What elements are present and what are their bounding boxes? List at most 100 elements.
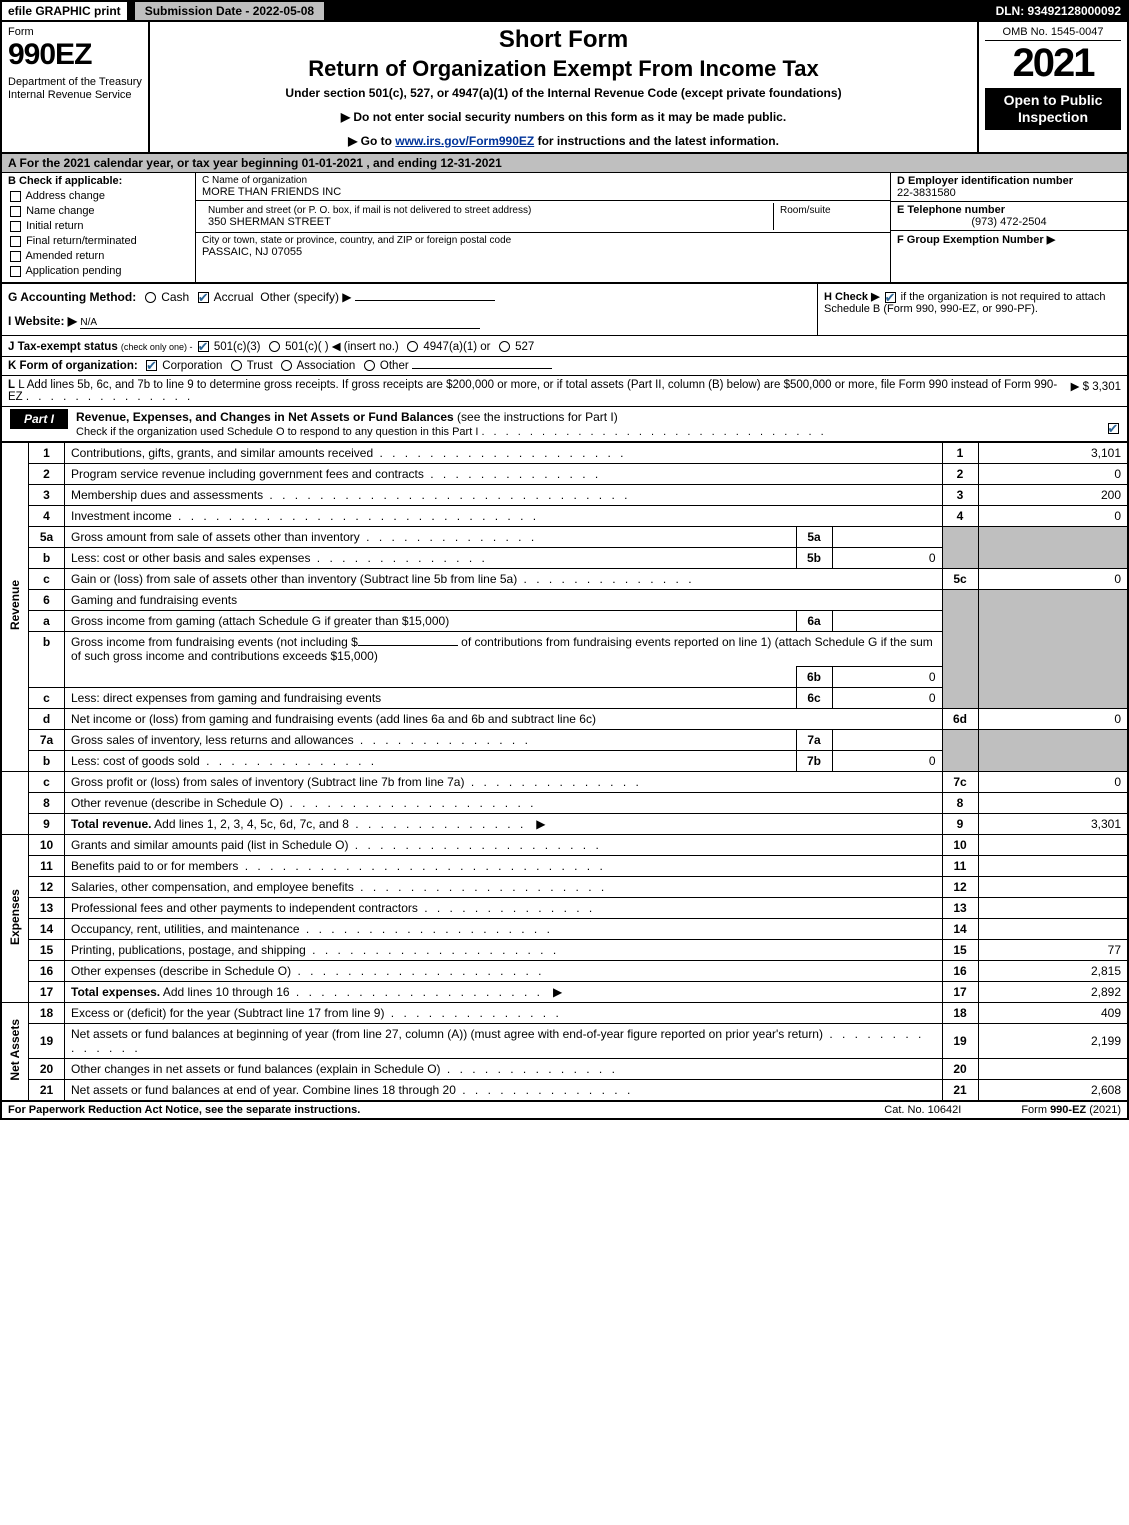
amt-5c: 0 <box>978 569 1128 590</box>
netassets-vtab: Net Assets <box>1 1003 29 1101</box>
tel-value: (973) 472-2504 <box>897 216 1121 228</box>
check-initial-return[interactable]: Initial return <box>8 220 189 232</box>
radio-cash[interactable] <box>145 292 156 303</box>
website-value: N/A <box>80 317 480 329</box>
part-1-title-suffix: (see the instructions for Part I) <box>457 410 618 424</box>
section-def: D Employer identification number 22-3831… <box>891 173 1127 282</box>
amt-11 <box>978 856 1128 877</box>
check-name-change[interactable]: Name change <box>8 205 189 217</box>
open-to-public: Open to Public Inspection <box>985 88 1121 130</box>
check-application-pending[interactable]: Application pending <box>8 265 189 277</box>
section-c: C Name of organization MORE THAN FRIENDS… <box>196 173 891 282</box>
amt-12 <box>978 877 1128 898</box>
section-h-label: H Check ▶ <box>824 291 880 303</box>
form-number: 990EZ <box>8 38 142 72</box>
amt-2: 0 <box>978 464 1128 485</box>
radio-other[interactable] <box>364 360 375 371</box>
subamt-6b: 0 <box>832 667 942 688</box>
tax-exempt-label: J Tax-exempt status <box>8 341 118 353</box>
amt-7c: 0 <box>978 772 1128 793</box>
check-501c3[interactable] <box>198 341 209 352</box>
room-suite-label: Room/suite <box>774 203 884 230</box>
top-bar: efile GRAPHIC print Submission Date - 20… <box>0 0 1129 22</box>
radio-trust[interactable] <box>231 360 242 371</box>
irs-link[interactable]: www.irs.gov/Form990EZ <box>395 134 534 148</box>
page-footer: For Paperwork Reduction Act Notice, see … <box>0 1101 1129 1120</box>
amt-19: 2,199 <box>978 1024 1128 1059</box>
check-schedule-b[interactable] <box>885 292 896 303</box>
instr2-post: for instructions and the latest informat… <box>534 134 779 148</box>
radio-501c[interactable] <box>269 341 280 352</box>
amt-13 <box>978 898 1128 919</box>
part-1-sub: Check if the organization used Schedule … <box>76 426 478 438</box>
part-1-header: Part I Revenue, Expenses, and Changes in… <box>0 407 1129 442</box>
header-left: Form 990EZ Department of the Treasury In… <box>2 22 150 152</box>
short-form-title: Short Form <box>158 26 969 54</box>
instr2-pre: ▶ Go to <box>348 134 395 148</box>
tax-year: 2021 <box>985 41 1121 86</box>
footer-right: Form 990-EZ (2021) <box>1021 1104 1121 1116</box>
amt-4: 0 <box>978 506 1128 527</box>
subamt-6c: 0 <box>832 688 942 709</box>
form-header: Form 990EZ Department of the Treasury In… <box>0 22 1129 154</box>
check-final-return[interactable]: Final return/terminated <box>8 235 189 247</box>
website-label: I Website: ▶ <box>8 314 77 328</box>
entity-block: B Check if applicable: Address change Na… <box>0 172 1129 284</box>
org-name: MORE THAN FRIENDS INC <box>202 186 884 198</box>
group-exemption-label: F Group Exemption Number ▶ <box>897 234 1055 246</box>
amt-6d: 0 <box>978 709 1128 730</box>
part-1-tab: Part I <box>10 409 68 429</box>
instruction-2: ▶ Go to www.irs.gov/Form990EZ for instru… <box>158 134 969 148</box>
org-name-label: C Name of organization <box>202 175 884 186</box>
instruction-1: ▶ Do not enter social security numbers o… <box>158 110 969 124</box>
section-j: J Tax-exempt status (check only one) - 5… <box>0 336 1129 357</box>
subamt-7a <box>832 730 942 751</box>
radio-association[interactable] <box>281 360 292 371</box>
amt-3: 200 <box>978 485 1128 506</box>
tel-label: E Telephone number <box>897 204 1005 216</box>
subamt-6a <box>832 611 942 632</box>
radio-527[interactable] <box>499 341 510 352</box>
amt-18: 409 <box>978 1003 1128 1024</box>
part-1-title: Revenue, Expenses, and Changes in Net As… <box>76 410 454 424</box>
amt-20 <box>978 1059 1128 1080</box>
radio-4947[interactable] <box>407 341 418 352</box>
check-schedule-o[interactable] <box>1108 423 1119 434</box>
addr-label: Number and street (or P. O. box, if mail… <box>208 205 767 216</box>
addr-value: 350 SHERMAN STREET <box>208 216 767 228</box>
gross-receipts: ▶ $ 3,301 <box>1071 379 1121 403</box>
header-center: Short Form Return of Organization Exempt… <box>150 22 979 152</box>
city-label: City or town, state or province, country… <box>202 235 884 246</box>
section-b-header: B Check if applicable: <box>8 175 122 187</box>
ein-label: D Employer identification number <box>897 175 1121 187</box>
accounting-method-label: G Accounting Method: <box>8 290 136 304</box>
section-b: B Check if applicable: Address change Na… <box>2 173 196 282</box>
section-k: K Form of organization: Corporation Trus… <box>0 357 1129 376</box>
dept-label: Department of the Treasury Internal Reve… <box>8 76 142 102</box>
amt-14 <box>978 919 1128 940</box>
efile-label: efile GRAPHIC print <box>0 0 129 22</box>
check-accrual[interactable] <box>198 292 209 303</box>
form-subtitle: Under section 501(c), 527, or 4947(a)(1)… <box>158 86 969 100</box>
amt-8 <box>978 793 1128 814</box>
submission-date: Submission Date - 2022-05-08 <box>133 0 326 22</box>
line-a: A For the 2021 calendar year, or tax yea… <box>0 154 1129 172</box>
amt-10 <box>978 835 1128 856</box>
form-title: Return of Organization Exempt From Incom… <box>158 56 969 82</box>
header-right: OMB No. 1545-0047 2021 Open to Public In… <box>979 22 1127 152</box>
revenue-table: Revenue 1 Contributions, gifts, grants, … <box>0 442 1129 1101</box>
subamt-5b: 0 <box>832 548 942 569</box>
subamt-5a <box>832 527 942 548</box>
form-word: Form <box>8 26 142 38</box>
amt-15: 77 <box>978 940 1128 961</box>
ein-value: 22-3831580 <box>897 187 1121 199</box>
check-address-change[interactable]: Address change <box>8 190 189 202</box>
amt-17: 2,892 <box>978 982 1128 1003</box>
revenue-vtab: Revenue <box>1 443 29 772</box>
amt-9: 3,301 <box>978 814 1128 835</box>
expenses-vtab: Expenses <box>1 835 29 1003</box>
footer-left: For Paperwork Reduction Act Notice, see … <box>8 1104 824 1116</box>
check-corporation[interactable] <box>146 360 157 371</box>
dln-label: DLN: 93492128000092 <box>988 0 1129 22</box>
check-amended-return[interactable]: Amended return <box>8 250 189 262</box>
